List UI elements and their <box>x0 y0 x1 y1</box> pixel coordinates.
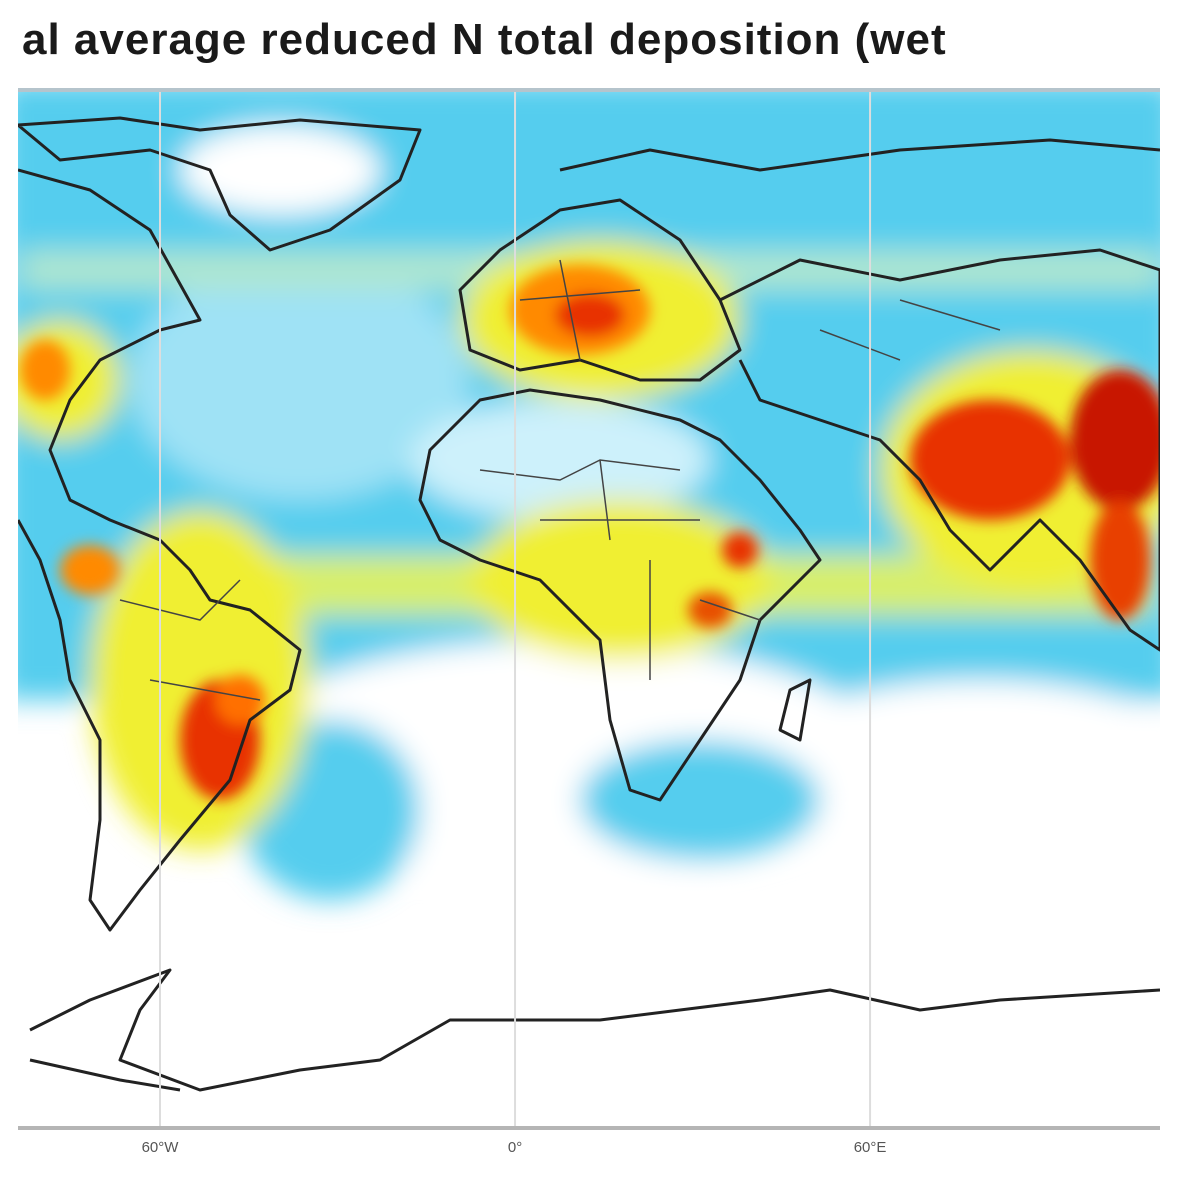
borders <box>119 259 1001 701</box>
map-title: al average reduced N total deposition (w… <box>22 15 947 64</box>
lon-tick-label: 0° <box>508 1139 522 1156</box>
lon-tick-label: 60°E <box>854 1139 887 1156</box>
lon-tick-label: 60°W <box>142 1139 180 1156</box>
deposition-hotspots <box>20 265 1160 800</box>
map-area <box>18 88 1160 1128</box>
deposition-field <box>18 88 1160 900</box>
